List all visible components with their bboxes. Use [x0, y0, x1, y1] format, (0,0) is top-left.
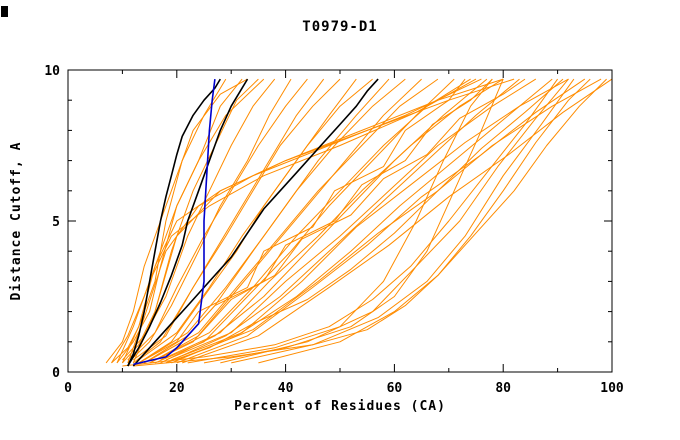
series-line-orange [116, 78, 243, 364]
series-line-orange [165, 78, 564, 364]
series-line-orange [165, 78, 537, 361]
x-tick-label: 20 [169, 381, 185, 396]
x-tick-label: 0 [64, 381, 72, 396]
x-tick-label: 100 [600, 381, 624, 396]
series-line-blue [133, 78, 216, 366]
series-line-orange [122, 78, 559, 367]
series-line-orange [127, 78, 482, 364]
series-line-orange [127, 78, 308, 361]
series-line-orange [133, 78, 591, 367]
series-line-black [132, 78, 379, 367]
y-tick-label: 10 [44, 64, 60, 79]
series-line-orange [132, 78, 504, 364]
series-line-orange [132, 78, 325, 364]
axis-tick-labels: 0 20 40 60 80 100 0 5 10 [44, 64, 624, 396]
chart-title: T0979-D1 [302, 19, 377, 35]
y-tick-label: 5 [52, 215, 60, 230]
series-line-orange [138, 78, 466, 364]
series-line-orange [143, 78, 493, 364]
series-line-black [127, 78, 249, 367]
series-line-orange [154, 78, 471, 361]
y-axis-label: Distance Cutoff, A [9, 142, 24, 301]
series-line-orange [176, 78, 602, 361]
series-lines [105, 78, 613, 367]
series-line-orange [138, 78, 373, 361]
x-tick-label: 60 [387, 381, 403, 396]
series-line-orange [220, 78, 569, 364]
x-axis-label: Percent of Residues (CA) [234, 399, 446, 414]
series-line-orange [231, 78, 575, 364]
series-line-orange [111, 78, 265, 364]
series-line-orange [133, 78, 341, 361]
x-tick-label: 80 [495, 381, 511, 396]
y-tick-label: 0 [52, 366, 60, 381]
screen-corner-artifact [1, 6, 8, 17]
series-line-orange [116, 78, 477, 364]
series-line-orange [149, 78, 439, 361]
x-tick-label: 40 [278, 381, 294, 396]
series-line-orange [149, 78, 526, 364]
series-line-orange [127, 78, 292, 364]
series-line-black [127, 78, 221, 367]
series-line-orange [143, 78, 406, 361]
axis-ticks [67, 69, 613, 373]
